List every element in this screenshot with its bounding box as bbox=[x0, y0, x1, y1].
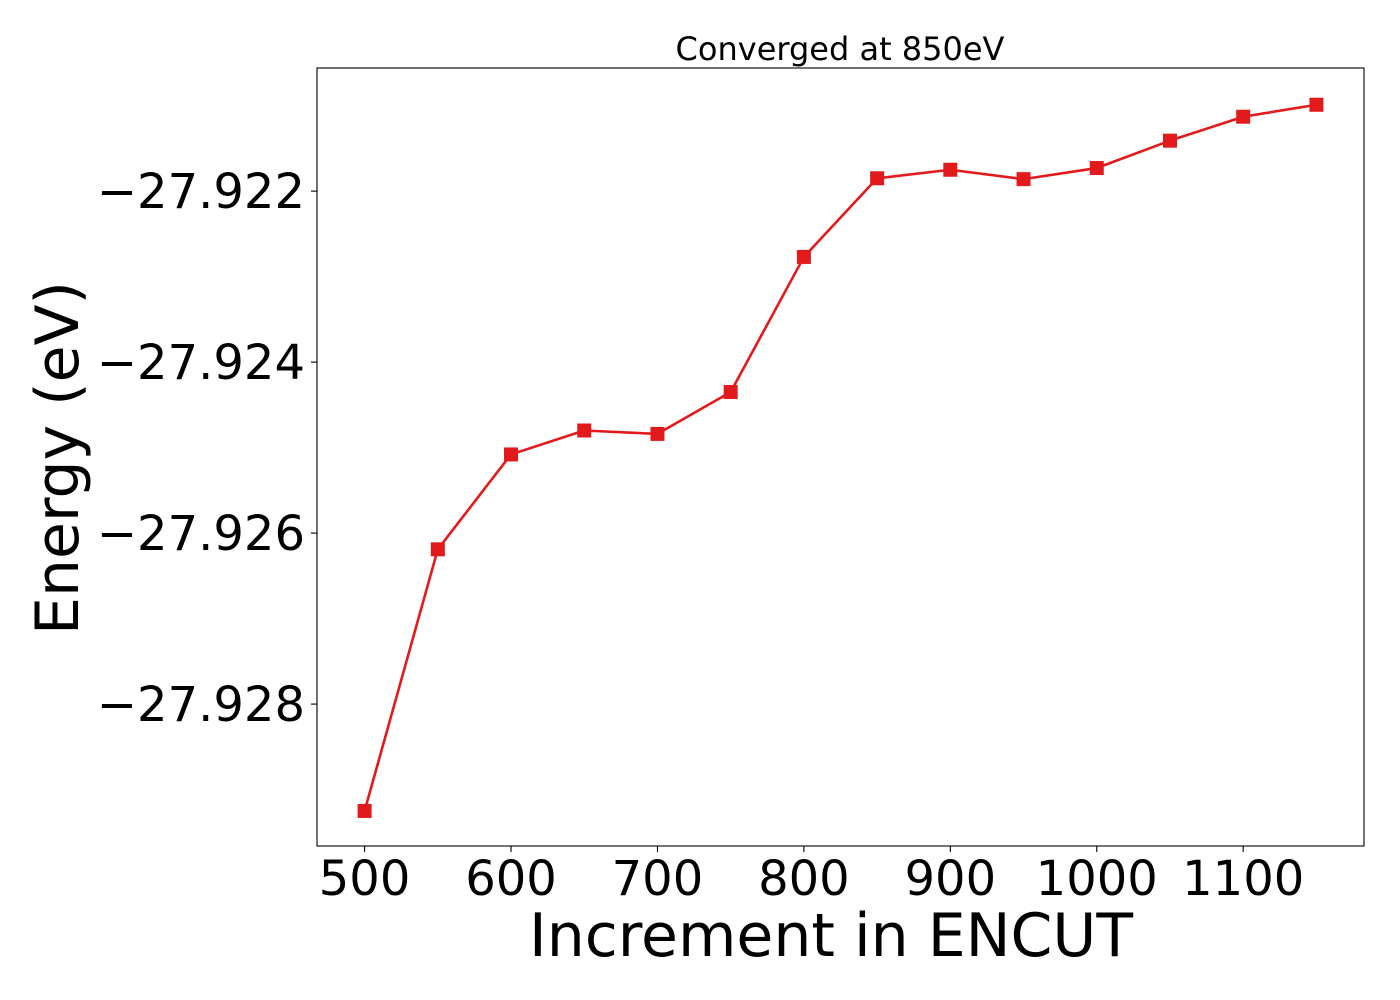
data-point bbox=[430, 542, 445, 557]
data-point bbox=[1236, 109, 1251, 124]
x-tick-label: 900 bbox=[905, 851, 997, 907]
data-point bbox=[796, 249, 811, 264]
data-point bbox=[504, 447, 519, 462]
x-tick-label: 1000 bbox=[1036, 851, 1158, 907]
x-axis: 500 600 700 800 900 1000 1100 bbox=[319, 846, 1304, 907]
x-tick-label: 500 bbox=[319, 851, 411, 907]
x-tick-label: 600 bbox=[465, 851, 557, 907]
y-tick-label: −27.922 bbox=[97, 164, 305, 220]
y-tick-label: −27.926 bbox=[97, 506, 305, 562]
series-line bbox=[363, 103, 1317, 812]
data-point bbox=[1309, 97, 1324, 112]
x-tick-label: 800 bbox=[758, 851, 850, 907]
data-point bbox=[650, 426, 665, 441]
plot-frame bbox=[316, 67, 1365, 847]
data-point bbox=[1162, 133, 1177, 148]
x-tick-label: 700 bbox=[612, 851, 704, 907]
x-axis-title: Increment in ENCUT bbox=[529, 901, 1133, 971]
data-point bbox=[723, 385, 738, 400]
chart-title: Converged at 850eV bbox=[676, 30, 1005, 68]
x-tick-label: 1100 bbox=[1182, 851, 1304, 907]
plot-area bbox=[316, 67, 1365, 847]
data-point bbox=[357, 803, 372, 818]
data-point bbox=[870, 171, 885, 186]
data-point bbox=[577, 423, 592, 438]
data-point bbox=[1016, 172, 1031, 187]
y-axis-title: Energy (eV) bbox=[23, 281, 93, 635]
data-point bbox=[1089, 161, 1104, 176]
y-axis: −27.922 −27.924 −27.926 −27.928 bbox=[97, 164, 317, 733]
data-point bbox=[943, 162, 958, 177]
y-tick-label: −27.928 bbox=[97, 677, 305, 733]
y-tick-label: −27.924 bbox=[97, 335, 305, 391]
